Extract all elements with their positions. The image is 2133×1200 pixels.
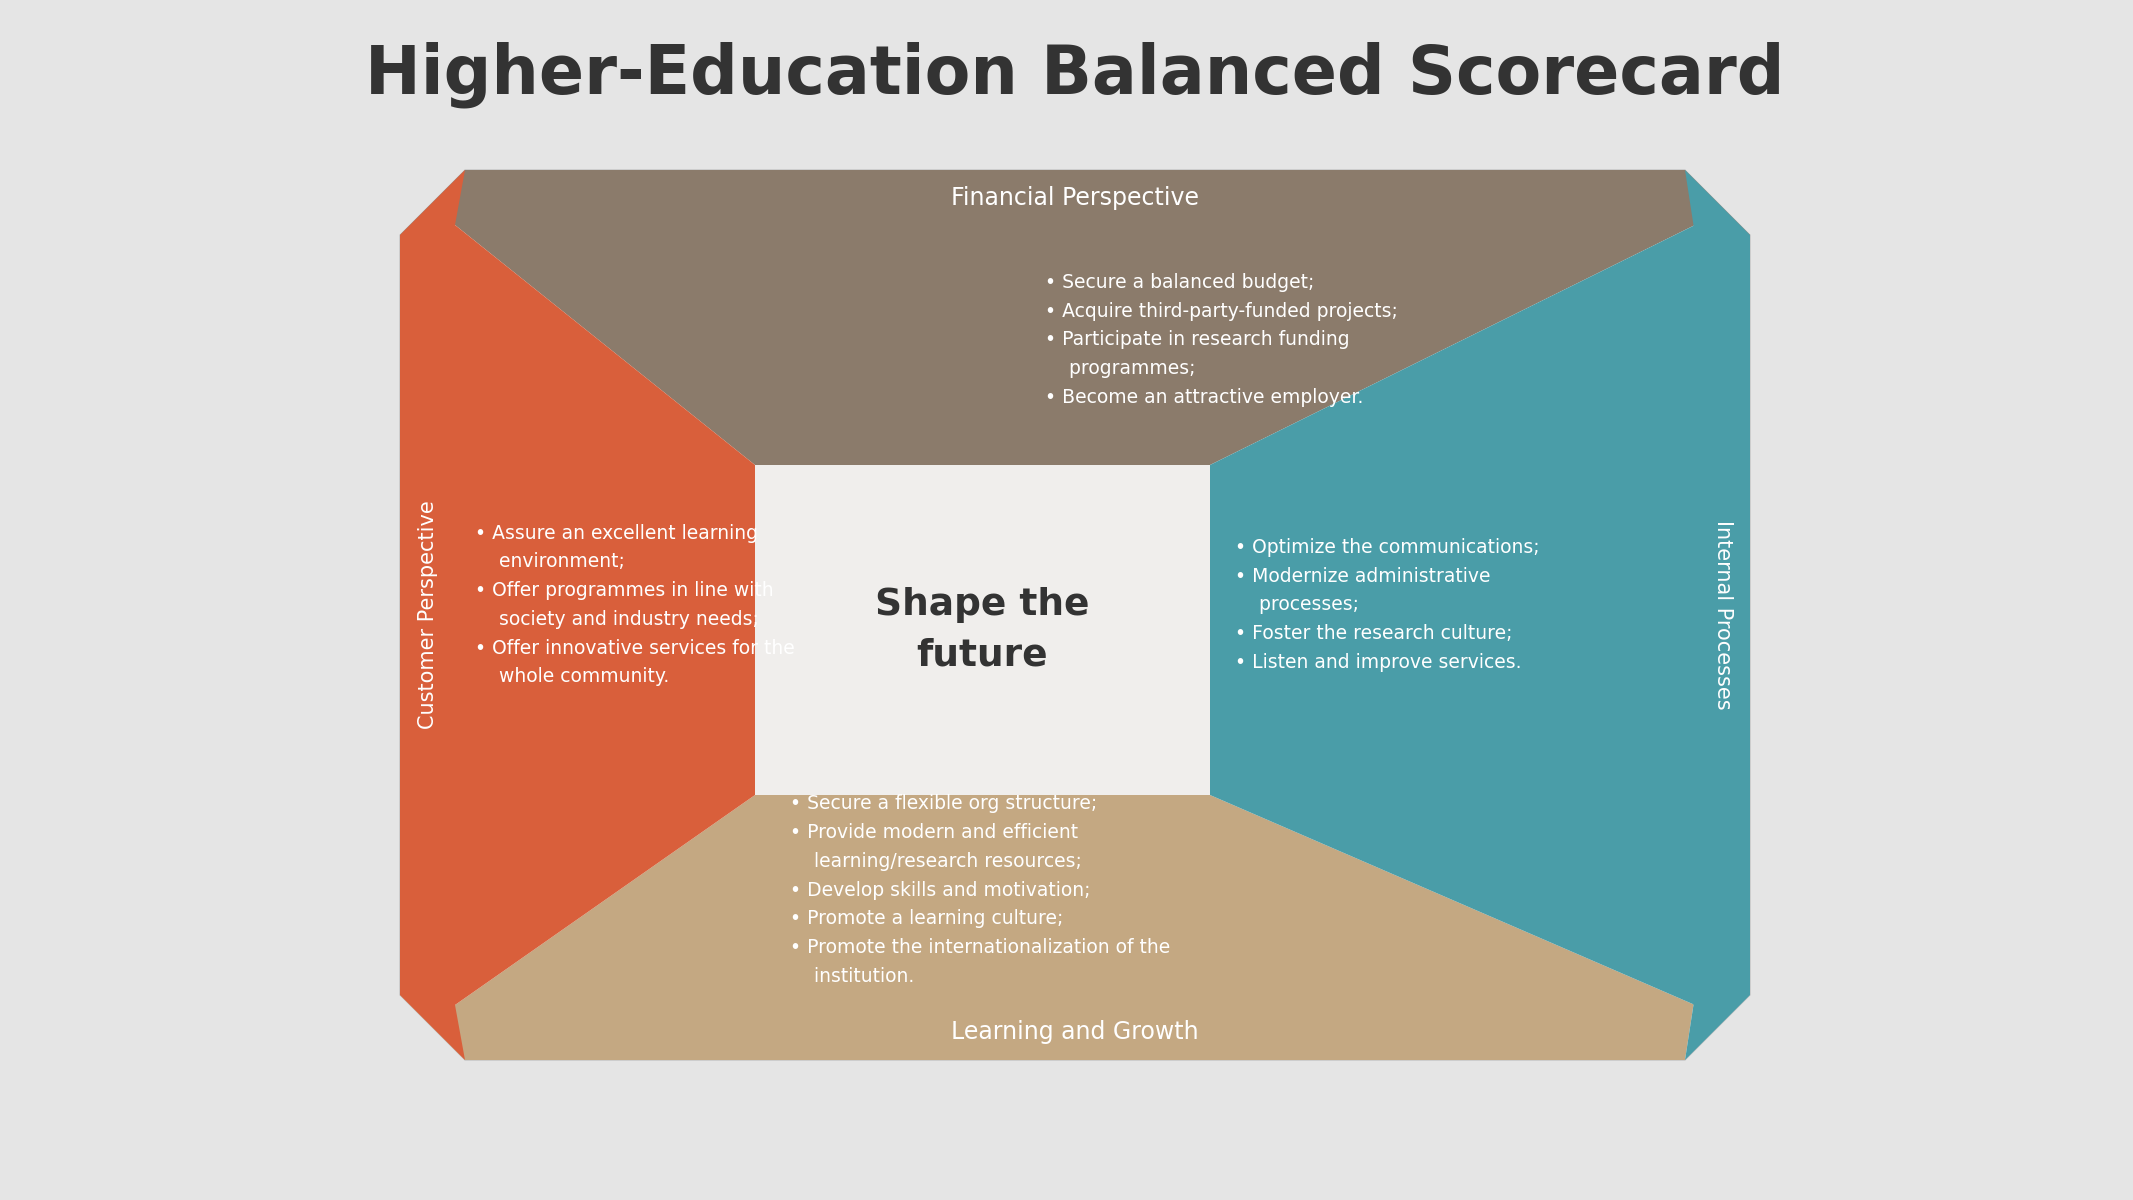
Polygon shape: [401, 170, 465, 1060]
Polygon shape: [401, 995, 1696, 1060]
Text: • Secure a flexible org structure;
• Provide modern and efficient
    learning/r: • Secure a flexible org structure; • Pro…: [789, 794, 1171, 985]
Text: Internal Processes: Internal Processes: [1713, 520, 1732, 710]
Polygon shape: [755, 464, 1209, 794]
Text: Higher-Education Balanced Scorecard: Higher-Education Balanced Scorecard: [365, 42, 1785, 108]
Polygon shape: [401, 170, 1749, 235]
Polygon shape: [1685, 170, 1749, 1060]
Text: • Optimize the communications;
• Modernize administrative
    processes;
• Foste: • Optimize the communications; • Moderni…: [1235, 538, 1540, 672]
Text: • Secure a balanced budget;
• Acquire third-party-funded projects;
• Participate: • Secure a balanced budget; • Acquire th…: [1045, 272, 1397, 407]
Text: Financial Perspective: Financial Perspective: [951, 186, 1199, 210]
Polygon shape: [1209, 226, 1696, 1006]
Polygon shape: [454, 226, 1696, 464]
Polygon shape: [401, 170, 1749, 1060]
Text: • Assure an excellent learning
    environment;
• Offer programmes in line with
: • Assure an excellent learning environme…: [476, 523, 796, 686]
Polygon shape: [454, 794, 1696, 1006]
Text: Customer Perspective: Customer Perspective: [418, 500, 437, 730]
Polygon shape: [454, 226, 755, 1006]
Text: Shape the
future: Shape the future: [875, 587, 1090, 673]
Text: Learning and Growth: Learning and Growth: [951, 1020, 1199, 1044]
